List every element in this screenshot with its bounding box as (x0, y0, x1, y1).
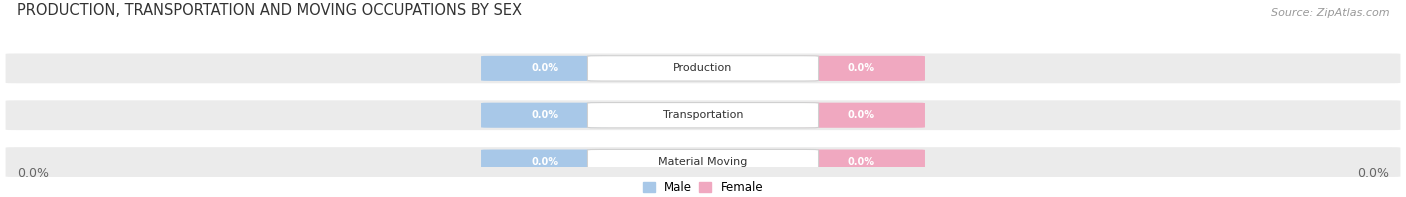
Text: Production: Production (673, 63, 733, 73)
FancyBboxPatch shape (797, 56, 925, 81)
Text: 0.0%: 0.0% (17, 167, 49, 180)
Text: Source: ZipAtlas.com: Source: ZipAtlas.com (1271, 8, 1389, 18)
Text: PRODUCTION, TRANSPORTATION AND MOVING OCCUPATIONS BY SEX: PRODUCTION, TRANSPORTATION AND MOVING OC… (17, 3, 522, 18)
FancyBboxPatch shape (6, 147, 1400, 177)
FancyBboxPatch shape (481, 103, 609, 128)
Text: Transportation: Transportation (662, 110, 744, 120)
Text: 0.0%: 0.0% (848, 157, 875, 167)
FancyBboxPatch shape (797, 150, 925, 175)
Text: 0.0%: 0.0% (848, 110, 875, 120)
Legend: Male, Female: Male, Female (643, 181, 763, 194)
Text: Material Moving: Material Moving (658, 157, 748, 167)
Text: 0.0%: 0.0% (531, 110, 558, 120)
FancyBboxPatch shape (588, 149, 818, 175)
FancyBboxPatch shape (481, 56, 609, 81)
Text: 0.0%: 0.0% (848, 63, 875, 73)
FancyBboxPatch shape (588, 56, 818, 81)
FancyBboxPatch shape (588, 103, 818, 128)
FancyBboxPatch shape (6, 53, 1400, 83)
Text: 0.0%: 0.0% (531, 157, 558, 167)
Text: 0.0%: 0.0% (1357, 167, 1389, 180)
FancyBboxPatch shape (6, 100, 1400, 130)
Text: 0.0%: 0.0% (531, 63, 558, 73)
FancyBboxPatch shape (797, 103, 925, 128)
FancyBboxPatch shape (481, 150, 609, 175)
